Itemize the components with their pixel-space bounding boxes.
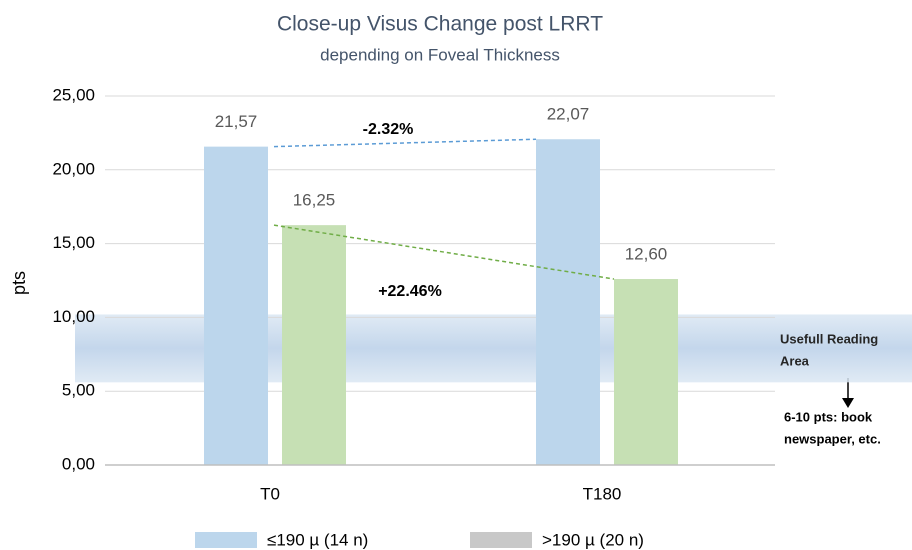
legend-swatch: [195, 532, 257, 548]
band-label: Area: [780, 353, 810, 368]
bar: [536, 139, 600, 465]
data-label: 22,07: [547, 105, 590, 124]
y-tick-label: 15,00: [52, 233, 95, 252]
legend-swatch: [470, 532, 532, 548]
y-tick-label: 0,00: [62, 454, 95, 473]
y-tick-label: 5,00: [62, 381, 95, 400]
legend-label: >190 µ (20 n): [542, 530, 644, 549]
annotation: -2.32%: [363, 121, 414, 138]
bar: [614, 279, 678, 465]
chart-title: Close-up Visus Change post LRRT: [277, 13, 603, 36]
bar: [282, 225, 346, 465]
trend-line: [273, 224, 615, 280]
trend-line: [273, 138, 537, 148]
data-label: 16,25: [293, 191, 336, 210]
y-tick-label: 25,00: [52, 85, 95, 104]
band-label: Usefull Reading: [780, 331, 878, 346]
y-tick-label: 20,00: [52, 159, 95, 178]
band-note: newspaper, etc.: [784, 431, 881, 446]
band-note: 6-10 pts: book: [784, 409, 873, 424]
x-tick-label: T180: [583, 484, 622, 503]
arrow-head: [842, 398, 854, 408]
y-axis-label: pts: [9, 271, 29, 295]
data-label: 21,57: [215, 112, 258, 131]
y-tick-label: 10,00: [52, 307, 95, 326]
chart-subtitle: depending on Foveal Thickness: [320, 45, 560, 64]
reading-band: [75, 314, 912, 383]
data-label: 12,60: [625, 245, 668, 264]
x-tick-label: T0: [260, 484, 280, 503]
annotation: +22.46%: [378, 283, 442, 300]
bar: [204, 146, 268, 465]
legend-label: ≤190 µ (14 n): [267, 530, 368, 549]
